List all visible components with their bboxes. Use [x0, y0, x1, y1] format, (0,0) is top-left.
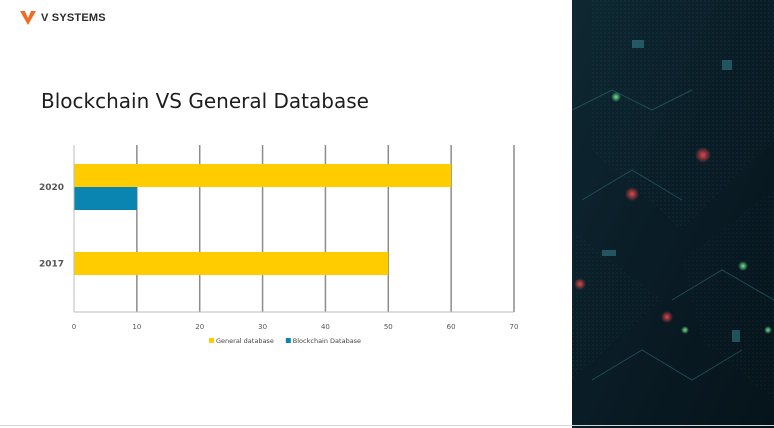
y-category-label: 2017	[39, 260, 64, 270]
slide-title: Blockchain VS General Database	[41, 89, 369, 113]
x-tick-label: 0	[72, 323, 76, 331]
x-tick-label: 30	[258, 323, 267, 331]
x-tick-label: 40	[321, 323, 330, 331]
axes: 0 10 20 30 40 50 60 70 2020 2017	[39, 145, 519, 331]
legend-swatch	[285, 338, 291, 343]
x-tick-label: 10	[132, 323, 141, 331]
y-category-label: 2020	[39, 183, 64, 193]
bar-blockchain-database-2020	[74, 187, 137, 210]
bars	[74, 164, 452, 275]
brand-logo: V SYSTEMS	[20, 11, 106, 25]
x-tick-label: 70	[510, 323, 519, 331]
x-tick-label: 20	[195, 323, 204, 331]
v-logo-icon	[20, 11, 36, 25]
legend-swatch	[209, 338, 214, 343]
legend: General database Blockchain Database	[209, 337, 361, 345]
circuit-board-icon	[572, 0, 774, 428]
circuit-background-image	[572, 0, 774, 428]
legend-label: Blockchain Database	[293, 337, 361, 345]
legend-label: General database	[216, 337, 274, 345]
x-tick-label: 50	[384, 323, 393, 331]
footer-divider	[0, 425, 774, 426]
bar-general-database-2017	[74, 252, 389, 275]
x-tick-label: 60	[447, 323, 456, 331]
brand-name: V SYSTEMS	[41, 12, 106, 24]
bar-chart: 0 10 20 30 40 50 60 70 2020 2017 General database…	[39, 145, 519, 345]
bar-general-database-2020	[74, 164, 452, 187]
